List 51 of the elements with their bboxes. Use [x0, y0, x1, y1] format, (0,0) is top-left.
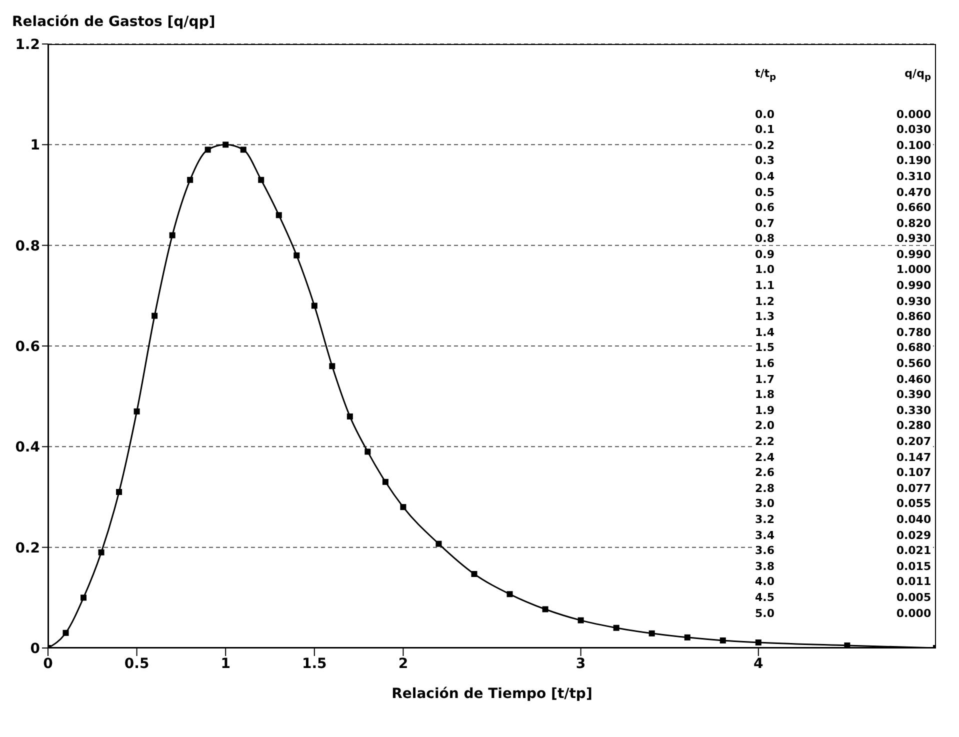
- x-tick-label: 1.5: [302, 656, 327, 672]
- annotation: 5.0 0.000: [753, 606, 934, 620]
- annotation: 2.2 0.207: [753, 435, 934, 448]
- annotation: 1.9 0.330: [753, 404, 934, 417]
- annotation: 2.4 0.147: [753, 450, 934, 464]
- annotation: 1.3 0.860: [753, 310, 934, 324]
- x-axis-title: Relación de Tiempo [t/tp]: [392, 686, 592, 702]
- y-tick-label: 1: [30, 138, 40, 154]
- annotation: 3.6 0.021: [753, 544, 934, 558]
- annotation: 1.6 0.560: [753, 357, 934, 370]
- annotation: 0.5 0.470: [753, 186, 934, 199]
- x-tick-label: 0.5: [124, 656, 150, 672]
- annotation: 1.5 0.680: [753, 341, 934, 354]
- annotation: 1.2 0.930: [753, 294, 934, 308]
- annotation: 2.0 0.280: [753, 419, 934, 432]
- annotation: 3.4 0.029: [753, 528, 934, 542]
- annotation: 1.1 0.990: [753, 279, 934, 292]
- annotation: 0.0 0.000: [753, 108, 934, 121]
- annotation: 0.4 0.310: [753, 170, 934, 183]
- annotation: 1.8 0.390: [753, 388, 934, 402]
- y-tick-label: 1.2: [15, 36, 40, 53]
- annotation: 4.0 0.011: [753, 575, 934, 588]
- annotation: 0.2 0.100: [753, 138, 934, 152]
- y-tick-label: 0.6: [15, 338, 40, 355]
- annotation: 1.4 0.780: [753, 326, 934, 339]
- annotation: 1.7 0.460: [753, 372, 934, 386]
- y-tick-label: 0.4: [15, 440, 40, 456]
- x-tick-label: 3: [576, 656, 586, 672]
- x-tick-label: 4: [754, 656, 764, 672]
- x-tick-label: 1: [220, 656, 230, 672]
- annotation: 2.8 0.077: [753, 482, 934, 495]
- annotation: 0.1 0.030: [753, 123, 934, 136]
- annotation: 3.0 0.055: [753, 497, 934, 510]
- annotation: t/t$_{p}$: [754, 66, 778, 86]
- annotation: 0.9 0.990: [753, 248, 934, 261]
- annotation: 0.7 0.820: [753, 216, 934, 230]
- annotation: 3.8 0.015: [753, 560, 934, 573]
- x-tick-label: 0: [43, 656, 54, 672]
- annotation: 3.2 0.040: [753, 512, 934, 526]
- y-tick-label: 0: [30, 640, 40, 657]
- x-tick-label: 2: [398, 656, 408, 672]
- y-axis-title: Relación de Gastos [q/qp]: [12, 14, 216, 30]
- annotation: 0.6 0.660: [753, 201, 934, 214]
- y-tick-label: 0.2: [15, 540, 40, 556]
- annotation: 2.6 0.107: [753, 466, 934, 480]
- y-tick-label: 0.8: [15, 238, 40, 254]
- annotation: q/q$_{p}$: [904, 66, 932, 86]
- annotation: 1.0 1.000: [753, 263, 934, 276]
- annotation: 0.3 0.190: [753, 154, 934, 168]
- annotation: 0.8 0.930: [753, 232, 934, 246]
- annotation: 4.5 0.005: [753, 590, 934, 604]
